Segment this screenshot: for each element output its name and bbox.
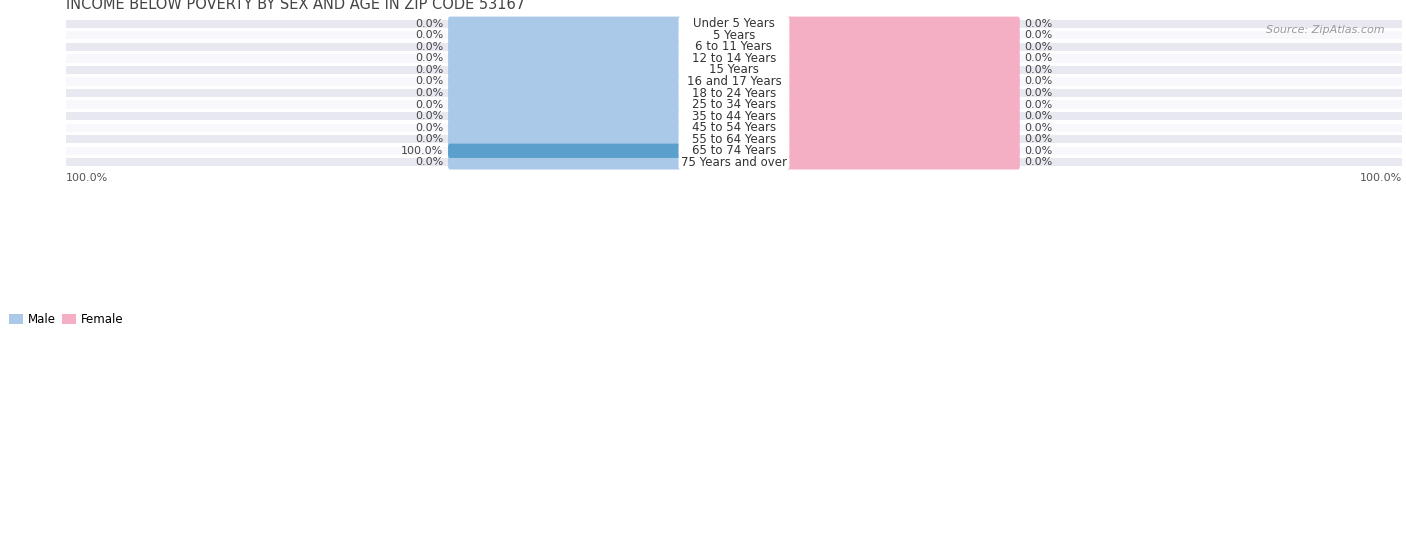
Text: 0.0%: 0.0% [1025,30,1053,40]
FancyBboxPatch shape [449,109,682,124]
Text: 0.0%: 0.0% [1025,111,1053,121]
Text: 0.0%: 0.0% [415,19,443,29]
Text: 0.0%: 0.0% [1025,88,1053,98]
FancyBboxPatch shape [786,63,1019,77]
Text: 100.0%: 100.0% [401,146,443,156]
Text: 55 to 64 Years: 55 to 64 Years [692,132,776,146]
FancyBboxPatch shape [786,121,1019,135]
FancyBboxPatch shape [449,74,682,89]
Text: 6 to 11 Years: 6 to 11 Years [696,40,772,53]
FancyBboxPatch shape [66,31,1402,40]
Text: 0.0%: 0.0% [1025,100,1053,110]
Text: 100.0%: 100.0% [1360,173,1402,183]
Text: 0.0%: 0.0% [1025,77,1053,87]
FancyBboxPatch shape [786,17,1019,31]
FancyBboxPatch shape [679,16,789,31]
Legend: Male, Female: Male, Female [4,308,128,330]
FancyBboxPatch shape [679,40,789,54]
FancyBboxPatch shape [786,40,1019,54]
FancyBboxPatch shape [679,155,789,169]
FancyBboxPatch shape [449,97,682,112]
Text: 100.0%: 100.0% [66,173,108,183]
Text: 0.0%: 0.0% [1025,134,1053,144]
Text: 0.0%: 0.0% [415,111,443,121]
FancyBboxPatch shape [679,132,789,146]
FancyBboxPatch shape [786,86,1019,100]
FancyBboxPatch shape [66,89,1402,97]
Text: 0.0%: 0.0% [1025,65,1053,75]
Text: 16 and 17 Years: 16 and 17 Years [686,75,782,88]
Text: 0.0%: 0.0% [1025,54,1053,63]
FancyBboxPatch shape [66,54,1402,63]
Text: 75 Years and over: 75 Years and over [681,156,787,169]
FancyBboxPatch shape [66,77,1402,86]
FancyBboxPatch shape [449,28,682,42]
Text: 0.0%: 0.0% [415,42,443,52]
Text: 15 Years: 15 Years [709,63,759,77]
FancyBboxPatch shape [786,74,1019,89]
Text: 0.0%: 0.0% [1025,42,1053,52]
Text: 0.0%: 0.0% [415,88,443,98]
Text: 0.0%: 0.0% [415,54,443,63]
FancyBboxPatch shape [66,66,1402,74]
FancyBboxPatch shape [449,51,682,65]
FancyBboxPatch shape [66,42,1402,51]
FancyBboxPatch shape [786,51,1019,65]
Text: 12 to 14 Years: 12 to 14 Years [692,52,776,65]
FancyBboxPatch shape [786,97,1019,112]
FancyBboxPatch shape [679,86,789,100]
Text: 0.0%: 0.0% [415,65,443,75]
Text: 0.0%: 0.0% [415,157,443,167]
FancyBboxPatch shape [449,63,682,77]
FancyBboxPatch shape [449,144,682,158]
Text: 0.0%: 0.0% [415,122,443,132]
Text: INCOME BELOW POVERTY BY SEX AND AGE IN ZIP CODE 53167: INCOME BELOW POVERTY BY SEX AND AGE IN Z… [66,0,526,12]
Text: 0.0%: 0.0% [415,77,443,87]
FancyBboxPatch shape [679,144,789,158]
Text: 5 Years: 5 Years [713,29,755,42]
FancyBboxPatch shape [66,158,1402,167]
Text: 0.0%: 0.0% [1025,122,1053,132]
FancyBboxPatch shape [679,120,789,135]
FancyBboxPatch shape [679,63,789,77]
FancyBboxPatch shape [679,28,789,42]
FancyBboxPatch shape [679,97,789,112]
FancyBboxPatch shape [66,146,1402,155]
FancyBboxPatch shape [449,155,682,169]
FancyBboxPatch shape [449,86,682,100]
Text: 0.0%: 0.0% [1025,157,1053,167]
Text: 18 to 24 Years: 18 to 24 Years [692,87,776,100]
Text: Under 5 Years: Under 5 Years [693,17,775,30]
FancyBboxPatch shape [786,132,1019,146]
Text: 0.0%: 0.0% [1025,146,1053,156]
FancyBboxPatch shape [786,28,1019,42]
FancyBboxPatch shape [449,40,682,54]
FancyBboxPatch shape [786,144,1019,158]
Text: 0.0%: 0.0% [415,134,443,144]
FancyBboxPatch shape [66,20,1402,28]
FancyBboxPatch shape [66,101,1402,109]
FancyBboxPatch shape [66,112,1402,120]
FancyBboxPatch shape [679,109,789,124]
FancyBboxPatch shape [449,17,682,31]
Text: Source: ZipAtlas.com: Source: ZipAtlas.com [1267,25,1385,35]
FancyBboxPatch shape [786,109,1019,124]
FancyBboxPatch shape [679,74,789,89]
FancyBboxPatch shape [449,144,682,158]
Text: 45 to 54 Years: 45 to 54 Years [692,121,776,134]
Text: 35 to 44 Years: 35 to 44 Years [692,110,776,122]
Text: 0.0%: 0.0% [415,30,443,40]
FancyBboxPatch shape [66,124,1402,132]
Text: 0.0%: 0.0% [415,100,443,110]
Text: 0.0%: 0.0% [1025,19,1053,29]
Text: 25 to 34 Years: 25 to 34 Years [692,98,776,111]
Text: 65 to 74 Years: 65 to 74 Years [692,144,776,157]
FancyBboxPatch shape [449,132,682,146]
FancyBboxPatch shape [786,155,1019,169]
FancyBboxPatch shape [679,51,789,65]
FancyBboxPatch shape [449,121,682,135]
FancyBboxPatch shape [66,135,1402,144]
